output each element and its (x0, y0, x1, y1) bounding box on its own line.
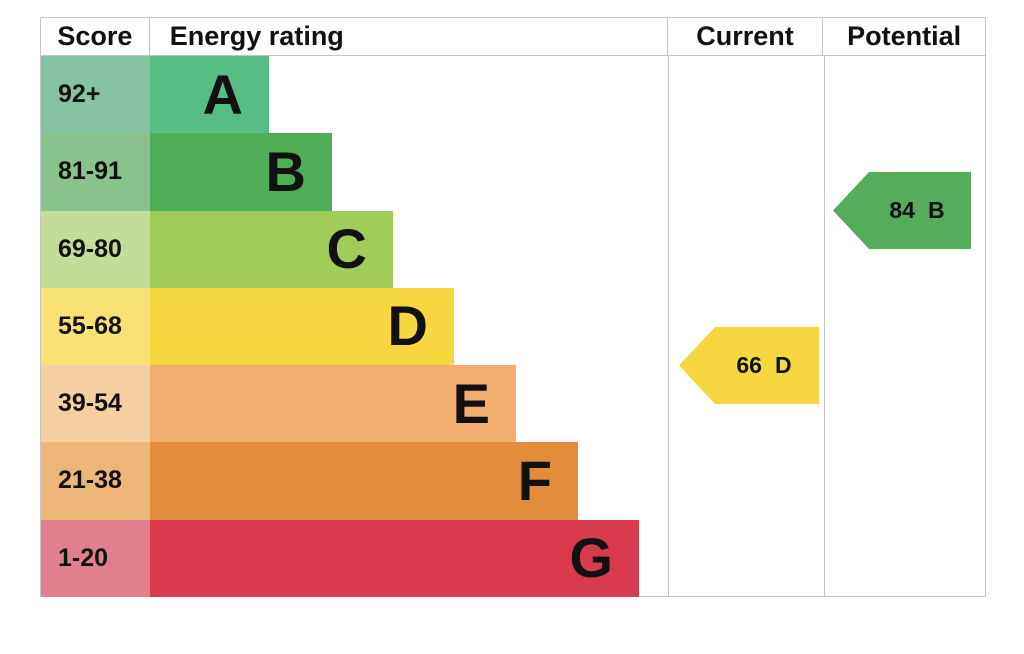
current-band-letter: D (774, 352, 792, 378)
header-potential: Potential (847, 21, 962, 51)
score-range-label: 69-80 (41, 210, 150, 288)
header-row: Score Energy rating Current Potential (41, 18, 985, 56)
rating-bar-c: C (150, 210, 393, 288)
current-column-divider (668, 56, 669, 597)
rating-bar-d: D (150, 287, 454, 366)
epc-table: Score Energy rating Current Potential 92… (40, 17, 986, 597)
band-row-a: 92+ A (41, 56, 985, 134)
bar-track: C (150, 210, 669, 288)
rating-bar-e: E (150, 365, 516, 443)
rating-letter: B (265, 139, 306, 203)
band-row-e: 39-54 E (41, 365, 985, 443)
bands-area: 92+ A 81-91 B 69-80 (41, 56, 985, 597)
header-score: Score (41, 18, 150, 55)
bar-track: G (150, 519, 669, 597)
score-range-label: 55-68 (41, 287, 150, 366)
bar-track: A (150, 56, 669, 134)
bar-track: D (150, 287, 669, 366)
rating-letter: A (202, 62, 243, 126)
bar-track: E (150, 365, 669, 443)
header-current: Current (668, 18, 824, 55)
rating-letter: D (387, 294, 428, 358)
score-range-label: 81-91 (41, 133, 150, 211)
potential-column-divider (824, 56, 825, 597)
rating-letter: F (517, 448, 552, 512)
score-range-label: 39-54 (41, 365, 150, 443)
rating-bar-g: G (150, 519, 639, 597)
rating-bar-a: A (150, 56, 269, 134)
band-row-g: 1-20 G (41, 519, 985, 597)
rating-letter: G (569, 526, 613, 590)
rating-bar-f: F (150, 442, 578, 520)
band-row-b: 81-91 B (41, 133, 985, 211)
band-row-f: 21-38 F (41, 442, 985, 520)
band-row-d: 55-68 D (41, 287, 985, 366)
header-energy-rating: Energy rating (150, 18, 668, 55)
rating-letter: E (452, 371, 490, 435)
score-range-label: 92+ (41, 56, 150, 134)
score-range-label: 1-20 (41, 519, 150, 597)
potential-band-letter: B (927, 197, 945, 223)
bar-track: B (150, 133, 669, 211)
bar-track: F (150, 442, 669, 520)
rating-letter: C (326, 217, 367, 281)
rating-bar-b: B (150, 133, 332, 211)
potential-score-value: 84 (889, 197, 915, 223)
score-range-label: 21-38 (41, 442, 150, 520)
band-row-c: 69-80 C (41, 210, 985, 288)
current-score-value: 66 (736, 352, 762, 378)
